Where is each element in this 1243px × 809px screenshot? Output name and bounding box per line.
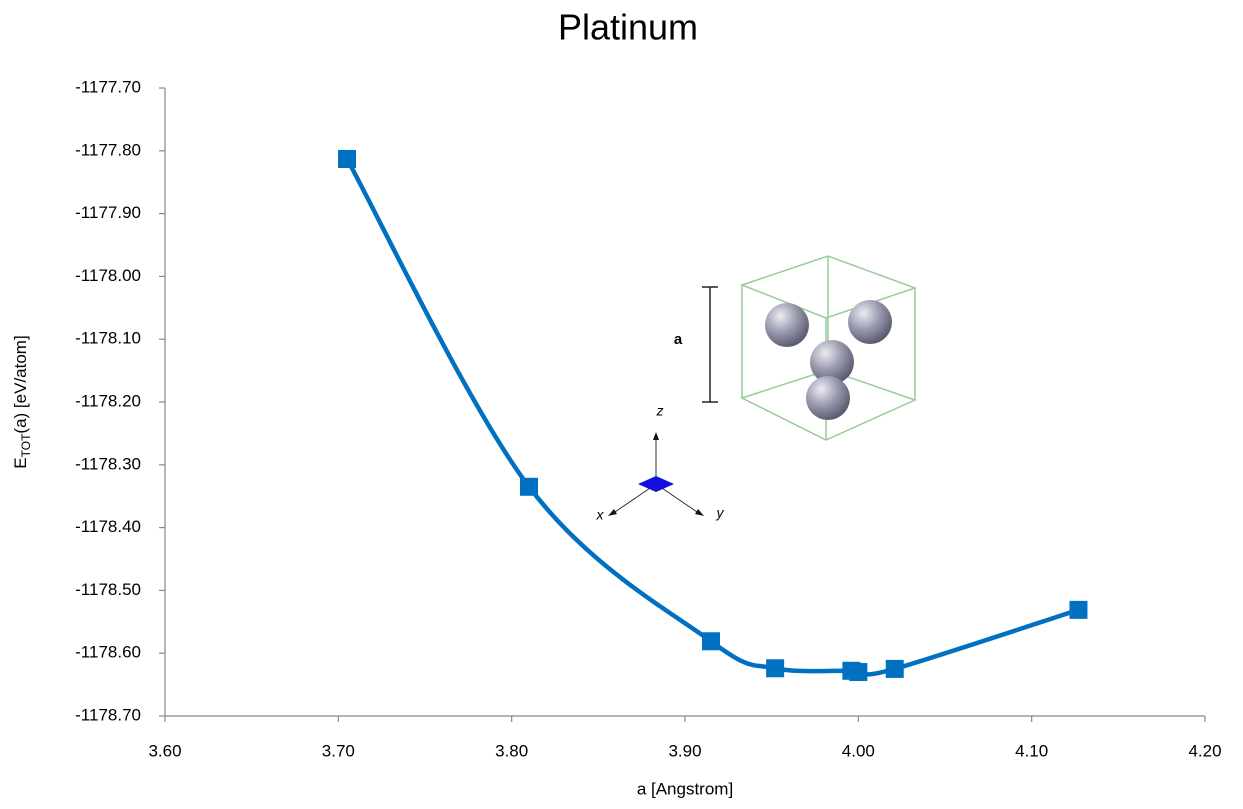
data-point — [520, 478, 538, 496]
y-tick-label: -1178.60 — [75, 643, 141, 662]
data-point — [338, 150, 356, 168]
data-point — [702, 632, 720, 650]
x-tick-label: 3.70 — [322, 741, 355, 760]
y-tick-label: -1178.00 — [75, 266, 141, 285]
data-point — [886, 660, 904, 678]
inset-structure: a z x y — [596, 256, 916, 523]
y-tick-label: -1177.80 — [75, 140, 141, 159]
y-label-sub: TOT — [19, 433, 33, 457]
y-tick-label: -1177.90 — [75, 203, 141, 222]
x-tick-label: 3.80 — [495, 741, 528, 760]
y-label-rest: (a) [eV/atom] — [11, 335, 30, 433]
annotation: z — [656, 403, 664, 419]
y-tick-label: -1178.20 — [75, 391, 141, 410]
y-tick-label: -1178.70 — [75, 705, 141, 724]
x-tick-label: 4.10 — [1015, 741, 1048, 760]
y-tick-label: -1178.50 — [75, 580, 141, 599]
chart-title: Platinum — [558, 7, 698, 48]
y-tick-label: -1178.30 — [75, 454, 141, 473]
x-axis-label: a [Angstrom] — [637, 779, 733, 798]
series-line — [347, 159, 1078, 674]
y-label-main: E — [11, 457, 30, 468]
x-tick-label: 3.90 — [668, 741, 701, 760]
x-tick-label: 4.00 — [842, 741, 875, 760]
x-tick-label: 4.20 — [1188, 741, 1221, 760]
y-tick-label: -1178.40 — [75, 517, 141, 536]
x-tick-label: 3.60 — [148, 741, 181, 760]
chart: Platinum a [Angstrom] ETOT(a) [eV/atom] … — [0, 0, 1243, 809]
data-point — [1069, 601, 1087, 619]
y-axis-label: ETOT(a) [eV/atom] — [11, 335, 33, 468]
y-tick-label: -1177.70 — [75, 77, 141, 96]
data-point — [766, 659, 784, 677]
annotation: a — [674, 331, 683, 348]
annotation: x — [596, 507, 605, 523]
annotation: y — [716, 505, 725, 521]
data-point — [849, 663, 867, 681]
y-tick-label: -1178.10 — [75, 329, 141, 348]
